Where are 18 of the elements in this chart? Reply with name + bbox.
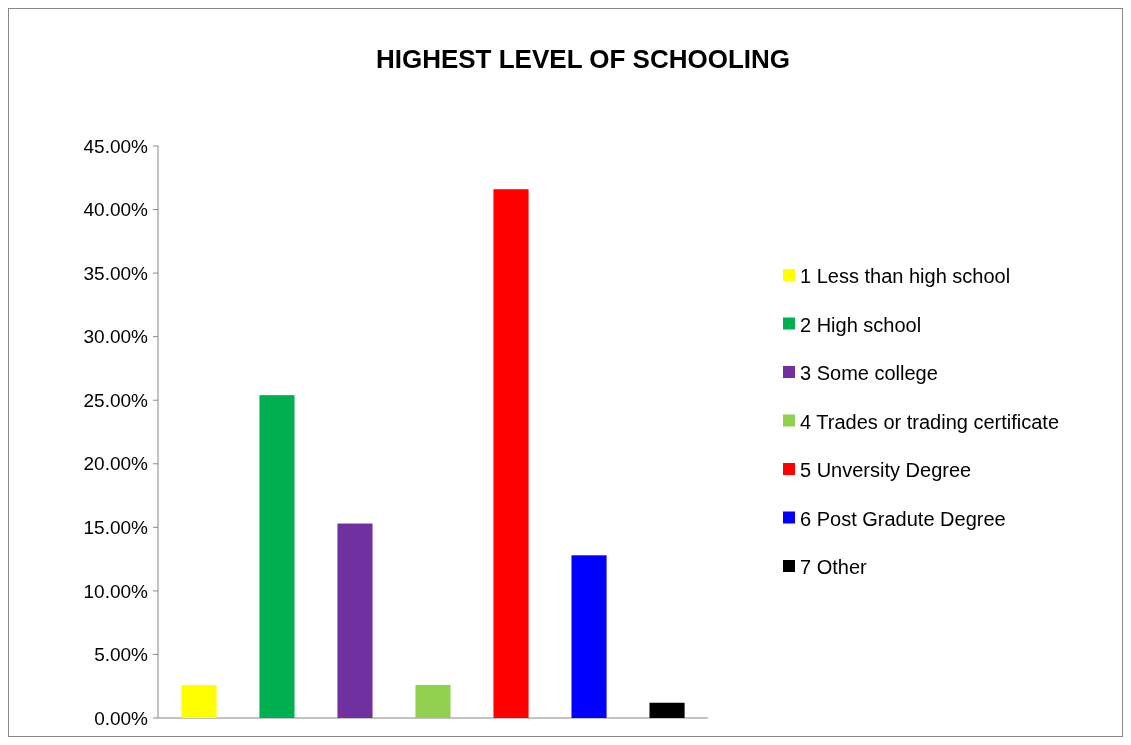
chart-title: HIGHEST LEVEL OF SCHOOLING <box>375 44 791 74</box>
legend-label: 6 Post Gradute Degree <box>800 507 1006 530</box>
legend-label: 1 Less than high school <box>800 265 1011 287</box>
y-tick-label: 0.00% <box>94 707 149 729</box>
y-tick-label: 25.00% <box>83 389 149 411</box>
y-tick-label: 20.00% <box>83 453 149 475</box>
legend-label: 7 Other <box>800 556 868 578</box>
y-tick-label: 45.00% <box>83 135 149 157</box>
y-tick-label: 40.00% <box>83 199 149 221</box>
y-tick-label: 15.00% <box>83 516 149 538</box>
y-tick-label: 10.00% <box>83 580 149 602</box>
legend-label: 2 High school <box>800 313 922 336</box>
legend-label: 3 Some college <box>800 362 938 384</box>
y-tick-label: 30.00% <box>83 326 149 348</box>
y-tick-label: 35.00% <box>83 262 149 284</box>
legend-label: 5 Unversity Degree <box>800 459 972 481</box>
y-tick-label: 5.00% <box>94 644 149 666</box>
legend-label: 4 Trades or trading certificate <box>800 410 1060 433</box>
